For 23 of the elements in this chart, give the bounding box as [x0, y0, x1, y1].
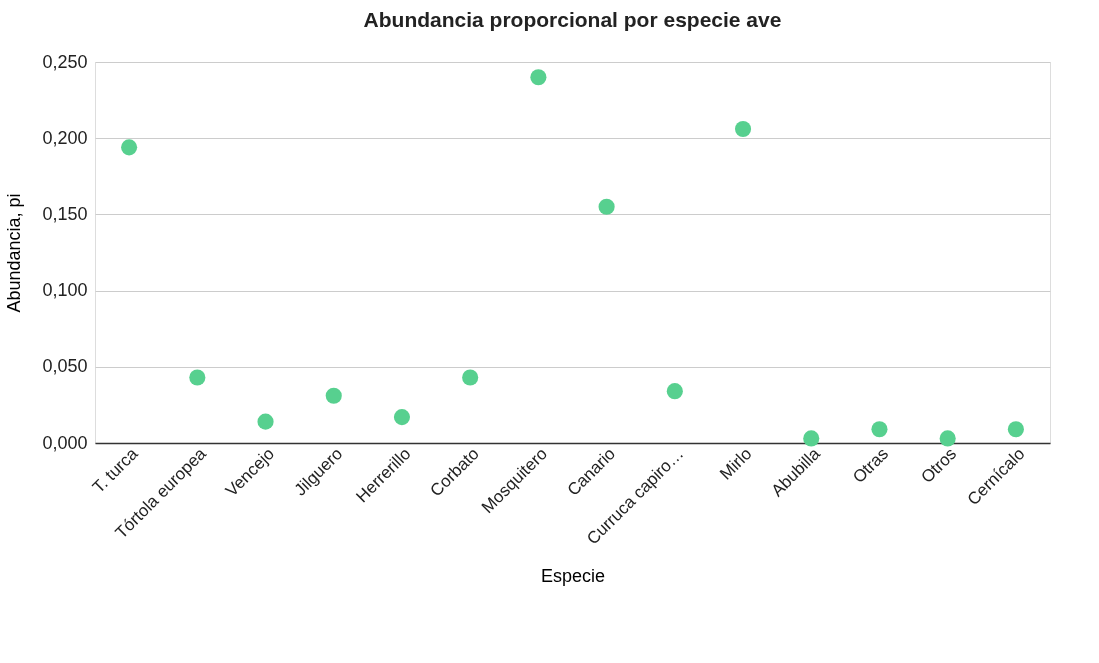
- point: [666, 383, 683, 400]
- point: [393, 409, 411, 426]
- point: [189, 369, 206, 386]
- point: [325, 387, 342, 404]
- y-tick-label: 0,050: [42, 356, 88, 377]
- y-tick-label: 0,200: [42, 127, 88, 148]
- y-tick-label: 0,100: [42, 280, 88, 301]
- point: [598, 198, 615, 215]
- point: [121, 139, 138, 156]
- point: [803, 430, 820, 447]
- chart-title: Abundancia proporcional por especie ave: [363, 8, 782, 31]
- point: [530, 69, 547, 86]
- y-tick-label: 0,000: [42, 432, 88, 453]
- point: [734, 121, 752, 138]
- y-tick-label: 0,250: [42, 51, 88, 72]
- y-axis-title: Abundancia, pi: [4, 193, 25, 313]
- y-tick-label: 0,150: [42, 203, 88, 224]
- point: [1007, 421, 1024, 438]
- point: [257, 413, 274, 430]
- point: [871, 421, 888, 438]
- point: [939, 430, 956, 447]
- point: [462, 369, 479, 386]
- x-axis-title: Especie: [540, 565, 606, 586]
